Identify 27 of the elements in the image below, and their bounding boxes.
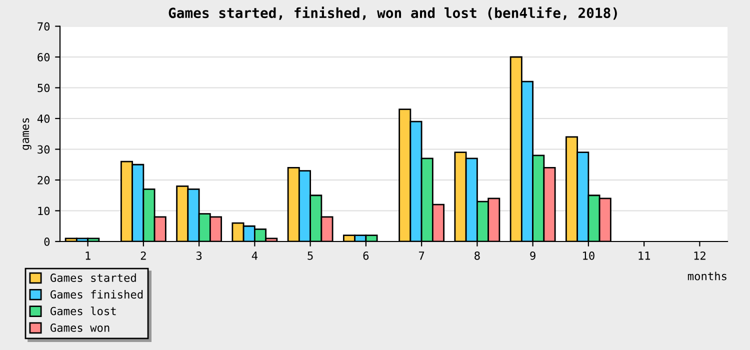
chart-title: Games started, finished, won and lost (ben4life, 2018) (168, 6, 617, 20)
y-tick-label: 30 (38, 145, 50, 154)
x-tick-label: 9 (530, 251, 536, 260)
x-tick-label: 5 (308, 252, 313, 260)
x-tick-label: 8 (474, 251, 480, 260)
y-tick-label: 40 (37, 114, 50, 123)
y-tick-label: 70 (38, 22, 50, 31)
x-tick-label: 11 (638, 252, 650, 260)
x-tick-label: 3 (196, 251, 202, 260)
x-tick-label: 6 (363, 251, 369, 260)
y-tick-label: 60 (38, 53, 50, 62)
legend-label: Games lost (50, 306, 116, 316)
x-tick-label: 7 (418, 252, 424, 260)
legend-label: Games finished (50, 290, 143, 299)
x-tick-label: 12 (694, 251, 706, 260)
x-tick-label: 4 (252, 252, 258, 260)
x-tick-label: 10 (583, 251, 594, 260)
y-axis-title: games (22, 118, 32, 150)
y-tick-label: 10 (38, 206, 50, 216)
y-tick-label: 20 (38, 176, 50, 184)
y-tick-label: 0 (44, 238, 50, 246)
legend-label: Games started (50, 273, 136, 282)
y-tick-label: 50 (38, 84, 50, 92)
x-tick-label: 1 (86, 252, 90, 260)
x-axis-title: months (688, 272, 726, 280)
legend-label: Games won (50, 323, 110, 332)
x-tick-label: 2 (140, 251, 146, 260)
